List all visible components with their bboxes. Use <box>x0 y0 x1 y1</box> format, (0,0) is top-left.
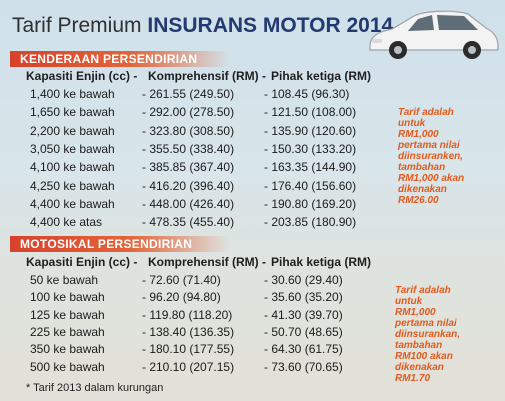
car-third-cell: - 108.45 (96.30) <box>264 87 350 101</box>
note-line: dikenakan <box>398 184 447 195</box>
car-icon <box>369 10 499 59</box>
moto-engine-cell: 125 ke bawah <box>30 307 105 322</box>
car-comp-cell: - 355.50 (338.40) <box>142 141 235 156</box>
moto-comp-cell: - 138.40 (136.35) <box>142 324 235 339</box>
car-note: Tarif adalah untuk RM1,000 pertama nilai… <box>398 107 498 206</box>
note-line: diinsuranken, <box>398 151 464 162</box>
table-row: 125 ke bawah - 119.80 (118.20) - 41.30 (39… <box>0 308 505 325</box>
note-line: Tarif adalah <box>398 107 454 118</box>
car-comp-cell: - 448.00 (426.40) <box>142 196 235 211</box>
car-third-cell: - 135.90 (120.60) <box>264 123 357 138</box>
car-comp-cell: - 478.35 (455.40) <box>142 215 235 230</box>
table-row: 4,100 ke bawah - 385.85 (367.40) - 163.35 … <box>0 160 505 177</box>
table-row: 350 ke bawah - 180.10 (177.55) - 64.30 (61… <box>0 342 505 359</box>
note-line: RM1,000 <box>395 307 436 318</box>
moto-col-engine: Kapasiti Enjin (cc) - <box>26 255 138 269</box>
car-comp-cell: - 416.20 (396.40) <box>142 178 235 193</box>
note-line: RM1,000 <box>398 129 439 140</box>
moto-third-cell: - 64.30 (61.75) <box>264 342 343 357</box>
moto-engine-cell: 225 ke bawah <box>30 324 105 339</box>
title-bold: INSURANS MOTOR 2014 <box>147 14 394 37</box>
footnote: * Tarif 2013 dalam kurungan <box>26 382 164 394</box>
table-row: 225 ke bawah - 138.40 (136.35) - 50.70 (48… <box>0 325 505 342</box>
car-comp-cell: - 323.80 (308.50) <box>142 123 235 138</box>
table-row: 100 ke bawah - 96.20 (94.80) - 35.60 (35.2… <box>0 290 505 307</box>
table-row: 500 ke bawah - 210.10 (207.15) - 73.60 (70… <box>0 360 505 377</box>
car-engine-cell: 4,400 ke atas <box>30 215 103 230</box>
moto-comp-cell: - 72.60 (71.40) <box>142 273 221 287</box>
car-engine-cell: 4,250 ke bawah <box>30 178 115 193</box>
note-line: pertama nilai <box>395 318 457 329</box>
note-line: RM26.00 <box>398 195 439 206</box>
note-line: tambahan <box>398 162 446 173</box>
note-line: RM100 akan <box>395 351 453 362</box>
car-engine-cell: 3,050 ke bawah <box>30 141 115 156</box>
car-third-cell: - 163.35 (144.90) <box>264 160 357 175</box>
table-row: 4,250 ke bawah - 416.20 (396.40) - 176.40 … <box>0 179 505 196</box>
note-line: dikenakan <box>395 362 444 373</box>
moto-engine-cell: 50 ke bawah <box>30 273 99 287</box>
car-comp-cell: - 261.55 (249.50) <box>142 87 235 101</box>
car-engine-cell: 2,200 ke bawah <box>30 123 115 138</box>
moto-engine-cell: 350 ke bawah <box>30 342 105 357</box>
note-line: tambahan <box>395 340 443 351</box>
car-col-comp: Komprehensif (RM) - <box>148 69 266 83</box>
table-row: 4,400 ke atas - 478.35 (455.40) - 203.85 (… <box>0 215 505 232</box>
note-line: RM1.70 <box>395 373 431 384</box>
car-col-third: Pihak ketiga (RM) <box>271 69 372 83</box>
moto-col-comp: Komprehensif (RM) - <box>148 255 266 269</box>
car-comp-cell: - 292.00 (278.50) <box>142 105 235 120</box>
note-line: untuk <box>395 296 423 307</box>
moto-third-cell: - 35.60 (35.20) <box>264 290 343 305</box>
page-title: Tarif Premium INSURANS MOTOR 2014 <box>12 14 393 38</box>
car-third-cell: - 190.80 (169.20) <box>264 196 357 211</box>
moto-comp-cell: - 96.20 (94.80) <box>142 290 221 305</box>
table-row: 2,200 ke bawah - 323.80 (308.50) - 135.90 … <box>0 124 505 141</box>
car-comp-cell: - 385.85 (367.40) <box>142 160 235 175</box>
note-line: Tarif adalah <box>395 285 451 296</box>
note-line: pertama nilai <box>398 140 460 151</box>
car-third-cell: - 176.40 (156.60) <box>264 178 357 193</box>
table-row: 4,400 ke bawah - 448.00 (426.40) - 190.80 … <box>0 197 505 214</box>
car-engine-cell: 1,650 ke bawah <box>30 105 115 120</box>
moto-third-cell: - 73.60 (70.65) <box>264 359 343 374</box>
moto-comp-cell: - 180.10 (177.55) <box>142 342 235 357</box>
table-row: 3,050 ke bawah - 355.50 (338.40) - 150.30 … <box>0 142 505 159</box>
table-row: 1,400 ke bawah - 261.55 (249.50) - 108.45 … <box>0 87 505 104</box>
moto-engine-cell: 100 ke bawah <box>30 290 105 305</box>
title-light: Tarif Premium <box>12 14 142 37</box>
moto-third-cell: - 50.70 (48.65) <box>264 324 343 339</box>
note-line: RM1,000 akan <box>398 173 465 184</box>
car-engine-cell: 1,400 ke bawah <box>30 87 115 101</box>
moto-engine-cell: 500 ke bawah <box>30 359 105 374</box>
note-line: diinsurankan, <box>395 329 461 340</box>
car-engine-cell: 4,100 ke bawah <box>30 160 115 175</box>
car-third-cell: - 150.30 (133.20) <box>264 141 357 156</box>
moto-third-cell: - 30.60 (29.40) <box>264 273 343 287</box>
moto-comp-cell: - 210.10 (207.15) <box>142 359 235 374</box>
car-third-cell: - 203.85 (180.90) <box>264 215 357 230</box>
note-line: untuk <box>398 118 426 129</box>
moto-third-cell: - 41.30 (39.70) <box>264 307 343 322</box>
moto-section-heading: MOTOSIKAL PERSENDIRIAN <box>10 236 230 252</box>
moto-note: Tarif adalah untuk RM1,000 pertama nilai… <box>395 285 495 384</box>
car-third-cell: - 121.50 (108.00) <box>264 105 357 120</box>
moto-comp-cell: - 119.80 (118.20) <box>142 307 233 322</box>
car-engine-cell: 4,400 ke bawah <box>30 196 115 211</box>
moto-col-third: Pihak ketiga (RM) <box>271 255 372 269</box>
car-section-heading: KENDERAAN PERSENDIRIAN <box>10 51 230 67</box>
car-col-engine: Kapasiti Enjin (cc) - <box>26 69 138 83</box>
table-row: 50 ke bawah - 72.60 (71.40) - 30.60 (29.40… <box>0 273 505 290</box>
table-row: 1,650 ke bawah - 292.00 (278.50) - 121.50 … <box>0 105 505 122</box>
